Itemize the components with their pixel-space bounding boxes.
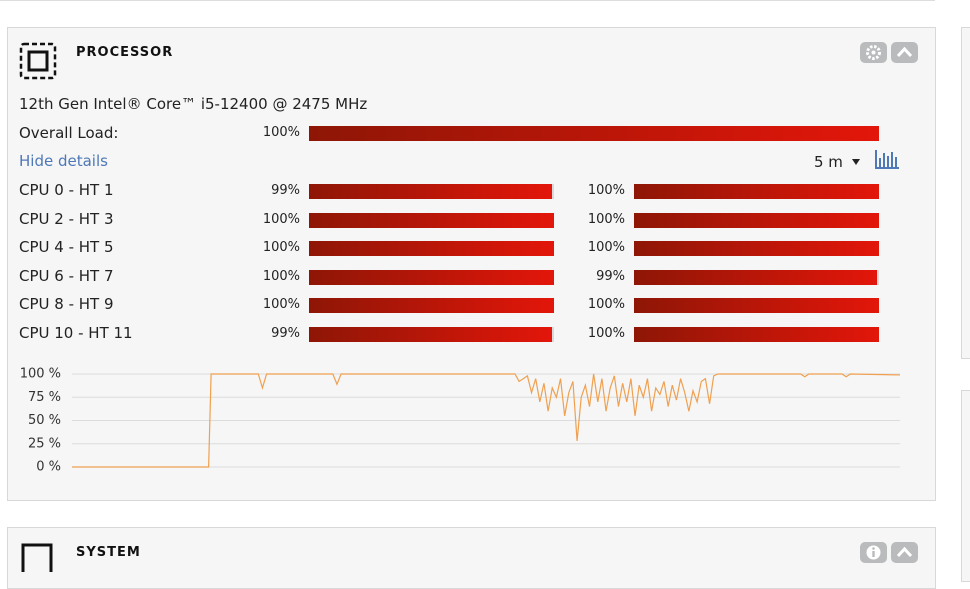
settings-button[interactable] bbox=[860, 42, 887, 63]
percent-label: 100% bbox=[587, 297, 625, 313]
bar-track bbox=[634, 212, 879, 228]
bar-track bbox=[309, 212, 554, 228]
bar-track bbox=[634, 184, 879, 199]
bar-track bbox=[309, 269, 554, 285]
bar-track bbox=[309, 184, 554, 199]
bar-fill bbox=[634, 298, 879, 314]
y-tick-label: 25 % bbox=[28, 436, 61, 451]
history-chart: 0 % 25 % 50 % 75 % 100 % bbox=[20, 367, 901, 475]
core-label: CPU 4 - HT 5 bbox=[19, 238, 114, 257]
bar-fill bbox=[309, 184, 552, 199]
bar-fill bbox=[634, 269, 877, 285]
info-button[interactable] bbox=[860, 542, 887, 563]
y-tick-label: 0 % bbox=[36, 460, 61, 475]
bar-track bbox=[309, 298, 554, 314]
range-arrow[interactable] bbox=[851, 157, 861, 167]
hide-details[interactable]: Hide details bbox=[19, 152, 108, 170]
side-panel bbox=[961, 27, 970, 359]
processor-panel bbox=[7, 27, 936, 501]
percent-label: 100% bbox=[262, 240, 300, 256]
y-tick-label: 100 % bbox=[20, 367, 61, 382]
core-label: CPU 8 - HT 9 bbox=[19, 295, 114, 314]
bar-track bbox=[309, 327, 554, 342]
core-label: CPU 6 - HT 7 bbox=[19, 266, 114, 285]
bar-track bbox=[634, 298, 879, 314]
collapse-button[interactable] bbox=[891, 542, 918, 563]
bar-fill bbox=[309, 126, 879, 141]
percent-label: 100% bbox=[262, 125, 300, 140]
system-icon bbox=[21, 543, 53, 572]
percent-label: 100% bbox=[262, 268, 300, 284]
chart-icon[interactable] bbox=[875, 150, 899, 170]
system-title: SYSTEM bbox=[76, 545, 141, 560]
bar-fill bbox=[634, 184, 879, 199]
percent-label: 100% bbox=[587, 211, 625, 227]
collapse-button[interactable] bbox=[891, 42, 918, 63]
percent-label: 100% bbox=[262, 211, 300, 227]
percent-label: 100% bbox=[587, 326, 625, 341]
bar-fill bbox=[634, 241, 879, 257]
cpu-icon bbox=[19, 42, 57, 80]
panel-title: PROCESSOR bbox=[76, 45, 174, 60]
bar-fill bbox=[309, 298, 554, 314]
bar-fill bbox=[309, 269, 554, 285]
side-panel-2 bbox=[961, 390, 970, 582]
bar-track bbox=[309, 126, 879, 141]
percent-label: 100% bbox=[587, 240, 625, 256]
top-border bbox=[0, 0, 935, 1]
load-line bbox=[72, 373, 901, 468]
y-tick-label: 75 % bbox=[28, 390, 61, 405]
core-label: CPU 10 - HT 11 bbox=[19, 324, 133, 342]
system-panel bbox=[7, 527, 936, 589]
bar-fill bbox=[309, 212, 554, 228]
bar-track bbox=[634, 269, 879, 285]
percent-label: 99% bbox=[271, 326, 300, 341]
core-label: CPU 0 - HT 1 bbox=[19, 181, 114, 199]
bar-fill bbox=[309, 327, 552, 342]
percent-label: 100% bbox=[262, 297, 300, 313]
bar-track bbox=[634, 241, 879, 257]
bar-track bbox=[309, 241, 554, 257]
core-label: CPU 2 - HT 3 bbox=[19, 209, 114, 228]
range-select[interactable]: 5 m bbox=[814, 153, 843, 171]
percent-label: 99% bbox=[596, 268, 625, 284]
y-tick-label: 50 % bbox=[28, 413, 61, 428]
cpu-name: 12th Gen Intel® Core™ i5-12400 @ 2475 MH… bbox=[19, 95, 368, 113]
bar-fill bbox=[309, 241, 554, 257]
overall-label: Overall Load: bbox=[19, 124, 119, 142]
bar-fill bbox=[634, 327, 879, 342]
percent-label: 99% bbox=[271, 183, 300, 198]
bar-fill bbox=[634, 212, 879, 228]
bar-track bbox=[634, 327, 879, 342]
percent-label: 100% bbox=[587, 183, 625, 198]
